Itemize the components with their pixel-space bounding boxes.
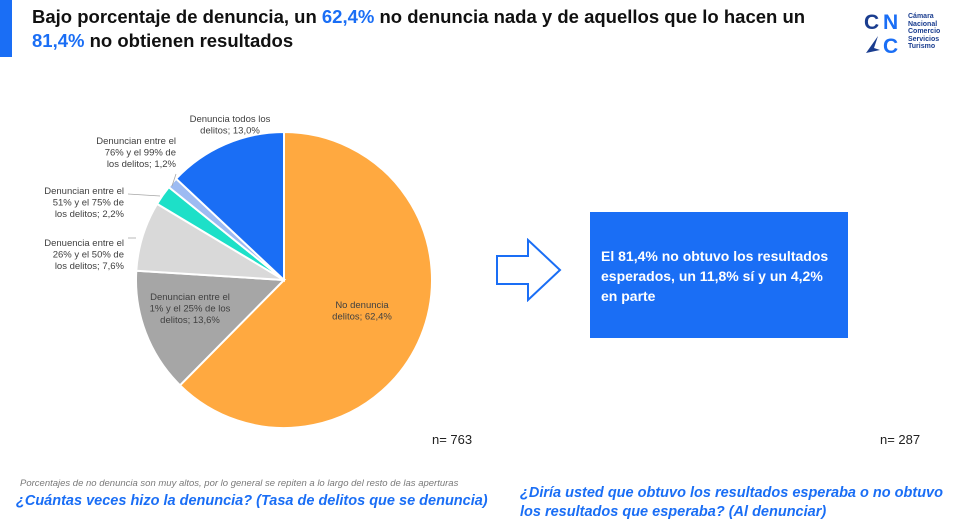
logo-letters: C N C <box>864 11 898 56</box>
sample-size-left: n= 763 <box>432 432 473 447</box>
leader-line-5 <box>171 173 177 187</box>
question-left: ¿Cuántas veces hizo la denuncia? (Tasa d… <box>16 493 488 509</box>
pie-slice-1 <box>178 130 433 429</box>
footnote: Porcentajes de no denuncia son muy altos… <box>20 478 459 489</box>
svg-text:C: C <box>883 35 898 56</box>
leader-line-4 <box>127 193 161 197</box>
svg-text:C: C <box>864 11 879 34</box>
slice-label-2: Denuncian entre el 1% y el 25% de los deli… <box>150 292 231 326</box>
slice-label-4: Denuncian entre el 51% y el 75% de los del… <box>44 186 124 220</box>
question-right: ¿Diría usted que obtuvo los resultados e… <box>520 485 943 520</box>
title-accent-bar <box>0 0 12 57</box>
callout-box: El 81,4% no obtuvo los resultados espera… <box>590 212 848 338</box>
pie-slice-6 <box>174 130 285 283</box>
svg-text:N: N <box>883 11 898 34</box>
right-arrow-icon <box>496 238 562 302</box>
pie-chart: No denuncia delitos; 62,4% Denuncian entre… <box>44 114 433 429</box>
slice-label-3: Denuencia entre el 26% y el 50% de los del… <box>44 238 124 272</box>
callout-text: El 81,4% no obtuvo los resultados espera… <box>601 248 829 304</box>
logo-arrow-icon <box>866 36 880 53</box>
pie-slice-2 <box>134 269 287 387</box>
page-title: Bajo porcentaje de denuncia, un 62,4% no… <box>32 6 806 51</box>
slice-label-5: Denuncian entre el 76% y el 99% de los del… <box>96 136 176 170</box>
sample-size-right: n= 287 <box>880 432 921 447</box>
logo-text: Cámara Nacional Comercio Servicios Turis… <box>908 13 941 51</box>
slice-label-1: No denuncia delitos; 62,4% <box>332 300 392 323</box>
slice-label-6: Denuncia todos los delitos; 13,0% <box>190 114 271 137</box>
cnc-logo: C N C Cámara Nacional Comercio Servicios… <box>864 10 960 58</box>
